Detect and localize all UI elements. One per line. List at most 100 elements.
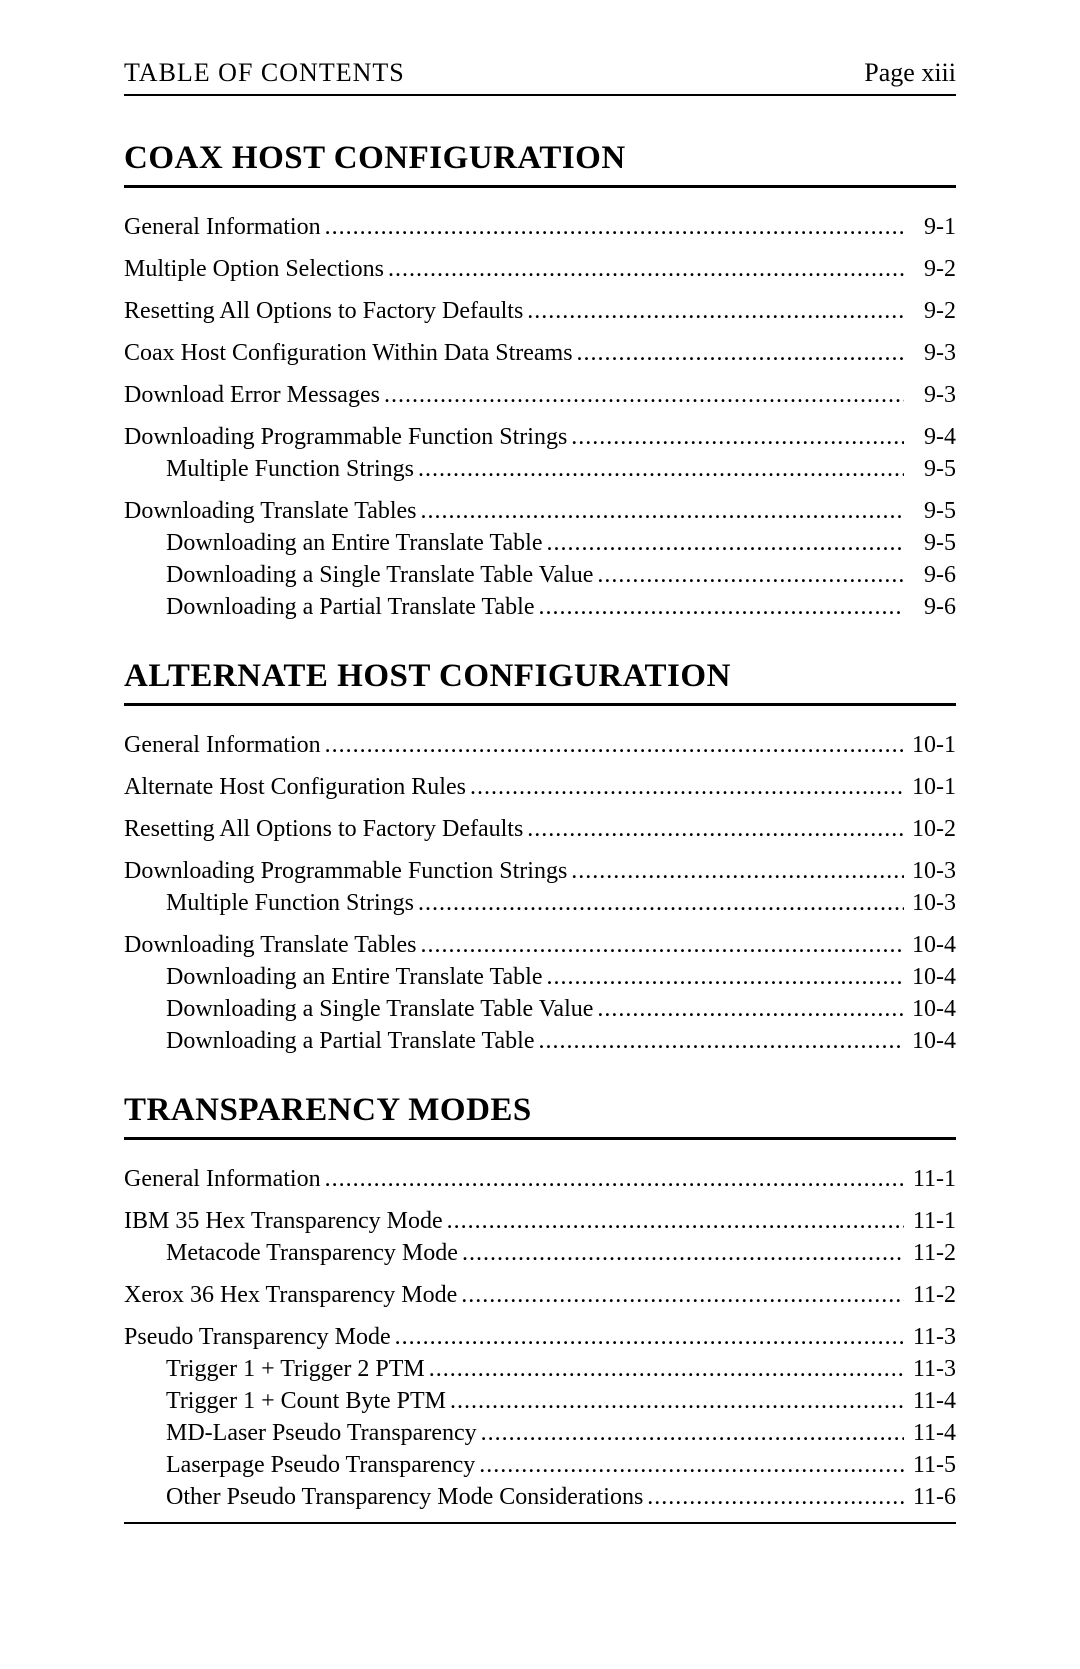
toc-entry: Other Pseudo Transparency Mode Considera… (124, 1482, 956, 1512)
toc-entry-page: 10-4 (904, 994, 956, 1024)
toc-group: Downloading Programmable Function String… (124, 422, 956, 484)
running-head-right: Page xiii (864, 58, 956, 88)
toc-leader-dots (446, 1386, 904, 1416)
toc-group: Downloading Programmable Function String… (124, 856, 956, 918)
toc-leader-dots (384, 254, 904, 284)
toc-entry-label: Multiple Function Strings (166, 888, 414, 918)
toc-leader-dots (417, 496, 904, 526)
toc-entry-label: Download Error Messages (124, 380, 380, 410)
toc-leader-dots (458, 1238, 904, 1268)
toc-entry-label: Multiple Option Selections (124, 254, 384, 284)
toc-entry: Resetting All Options to Factory Default… (124, 296, 956, 326)
toc-entry-page: 10-1 (904, 730, 956, 760)
toc-entry-page: 11-3 (904, 1354, 956, 1384)
toc-entry-label: Downloading Programmable Function String… (124, 856, 567, 886)
toc-entry-label: Downloading a Partial Translate Table (166, 592, 534, 622)
toc-entry: Multiple Option Selections9-2 (124, 254, 956, 284)
toc-entry: Download Error Messages 9-3 (124, 380, 956, 410)
toc-entry-label: Downloading a Partial Translate Table (166, 1026, 534, 1056)
toc-entry-label: Downloading an Entire Translate Table (166, 528, 542, 558)
toc-leader-dots (414, 888, 904, 918)
toc-group: IBM 35 Hex Transparency Mode 11-1 Metacode… (124, 1206, 956, 1268)
toc-entry-label: General Information (124, 730, 321, 760)
toc-entry-page: 11-3 (904, 1322, 956, 1352)
toc-leader-dots (534, 592, 904, 622)
running-head-left: TABLE OF CONTENTS (124, 58, 405, 88)
toc-entry-label: Alternate Host Configuration Rules (124, 772, 466, 802)
toc-group: General Information 10-1 (124, 730, 956, 760)
toc-leader-dots (523, 814, 904, 844)
page: TABLE OF CONTENTS Page xiii COAX HOST CO… (0, 0, 1080, 1669)
toc-group: General Information9-1 (124, 212, 956, 242)
toc-entry: Downloading a Partial Translate Table9-6 (124, 592, 956, 622)
toc-leader-dots (321, 212, 904, 242)
toc-leader-dots (321, 730, 904, 760)
toc-entry-label: General Information (124, 1164, 321, 1194)
toc-entry: General Information9-1 (124, 212, 956, 242)
toc-entry: Downloading Translate Tables10-4 (124, 930, 956, 960)
toc-entry: Multiple Function Strings10-3 (124, 888, 956, 918)
toc-entry: Downloading a Single Translate Table Val… (124, 994, 956, 1024)
toc-entry-label: Trigger 1 + Trigger 2 PTM (166, 1354, 425, 1384)
toc-entry-page: 10-3 (904, 856, 956, 886)
toc-entry: General Information 11-1 (124, 1164, 956, 1194)
toc-leader-dots (643, 1482, 904, 1512)
toc-entry-page: 11-2 (904, 1238, 956, 1268)
toc-entry-page: 11-5 (904, 1450, 956, 1480)
toc-entry: Downloading an Entire Translate Table10-… (124, 962, 956, 992)
toc-group: Xerox 36 Hex Transparency Mode11-2 (124, 1280, 956, 1310)
toc-entry-label: Metacode Transparency Mode (166, 1238, 458, 1268)
toc-leader-dots (542, 528, 904, 558)
toc-entry-label: Downloading Translate Tables (124, 496, 417, 526)
toc-entry-page: 9-3 (904, 338, 956, 368)
toc-leader-dots (593, 560, 904, 590)
toc-entry: Downloading Programmable Function String… (124, 422, 956, 452)
toc-leader-dots (573, 338, 904, 368)
toc-entry-page: 11-6 (904, 1482, 956, 1512)
toc-entry: Downloading Translate Tables9-5 (124, 496, 956, 526)
toc-entry-label: IBM 35 Hex Transparency Mode (124, 1206, 443, 1236)
toc-group: General Information 11-1 (124, 1164, 956, 1194)
toc-entry: Coax Host Configuration Within Data Stre… (124, 338, 956, 368)
toc-group: Coax Host Configuration Within Data Stre… (124, 338, 956, 368)
toc-entry-page: 9-5 (904, 528, 956, 558)
toc-entry-label: Coax Host Configuration Within Data Stre… (124, 338, 573, 368)
toc-entry: Downloading an Entire Translate Table 9-5 (124, 528, 956, 558)
toc-entry-page: 10-1 (904, 772, 956, 802)
toc-entry-page: 9-2 (904, 296, 956, 326)
toc-entry: General Information 10-1 (124, 730, 956, 760)
toc-entry-page: 10-2 (904, 814, 956, 844)
toc-sections: COAX HOST CONFIGURATIONGeneral Informati… (124, 140, 956, 1524)
toc-leader-dots (523, 296, 904, 326)
toc-entry-label: Pseudo Transparency Mode (124, 1322, 391, 1352)
toc-leader-dots (391, 1322, 904, 1352)
toc-entry: Downloading Programmable Function String… (124, 856, 956, 886)
toc-leader-dots (466, 772, 904, 802)
toc-entry: Trigger 1 + Count Byte PTM11-4 (124, 1386, 956, 1416)
toc-entry-label: Multiple Function Strings (166, 454, 414, 484)
toc-entry: Trigger 1 + Trigger 2 PTM 11-3 (124, 1354, 956, 1384)
toc-group: Downloading Translate Tables10-4Download… (124, 930, 956, 1056)
toc-entry-page: 9-5 (904, 454, 956, 484)
toc-entry-page: 11-1 (904, 1164, 956, 1194)
toc-group: Resetting All Options to Factory Default… (124, 814, 956, 844)
toc-leader-dots (380, 380, 904, 410)
toc-entry-label: Other Pseudo Transparency Mode Considera… (166, 1482, 643, 1512)
toc-entry-page: 11-4 (904, 1386, 956, 1416)
toc-entry: MD-Laser Pseudo Transparency11-4 (124, 1418, 956, 1448)
toc-entry-label: Downloading a Single Translate Table Val… (166, 994, 593, 1024)
running-head: TABLE OF CONTENTS Page xiii (124, 58, 956, 96)
toc-leader-dots (534, 1026, 904, 1056)
toc-entry-page: 9-3 (904, 380, 956, 410)
toc-leader-dots (567, 856, 904, 886)
section-title: ALTERNATE HOST CONFIGURATION (124, 658, 956, 706)
toc-entry-label: Resetting All Options to Factory Default… (124, 814, 523, 844)
toc-entry-page: 10-4 (904, 1026, 956, 1056)
toc-group: Pseudo Transparency Mode11-3Trigger 1 + … (124, 1322, 956, 1512)
toc-entry: Xerox 36 Hex Transparency Mode11-2 (124, 1280, 956, 1310)
toc-entry-label: Downloading Programmable Function String… (124, 422, 567, 452)
toc-entry-label: Xerox 36 Hex Transparency Mode (124, 1280, 457, 1310)
toc-leader-dots (567, 422, 904, 452)
toc-entry: Downloading a Partial Translate Table 10-… (124, 1026, 956, 1056)
toc-entry-page: 11-1 (904, 1206, 956, 1236)
